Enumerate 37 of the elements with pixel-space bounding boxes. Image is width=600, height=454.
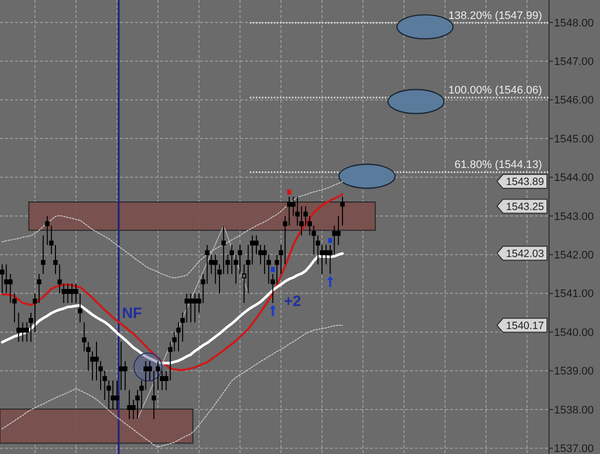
ref-line-label: 138.20% (1547.99) xyxy=(448,10,542,22)
candlestick xyxy=(118,341,124,391)
ref-line-label: 61.80% (1544.13) xyxy=(454,159,542,172)
text: 1543.89 xyxy=(506,176,544,188)
y-tick-label: 1540.00 xyxy=(554,326,594,339)
line-series xyxy=(2,181,343,278)
y-tick-label: 1537.00 xyxy=(554,443,594,454)
candlestick xyxy=(188,292,193,323)
y-tick-label: 1542.00 xyxy=(554,250,594,262)
line-series xyxy=(0,252,344,364)
y-tick-label: 1541.00 xyxy=(554,288,594,300)
candlestick xyxy=(16,312,21,342)
candlestick xyxy=(110,380,116,410)
candlestick xyxy=(70,283,74,304)
text: 1542.03 xyxy=(506,248,544,260)
line-series xyxy=(2,324,343,448)
candlestick xyxy=(340,196,345,226)
line-series xyxy=(1,193,344,372)
y-tick-label: 1543.00 xyxy=(554,210,594,223)
ref-line-label: 100.00% (1546.06) xyxy=(448,84,542,97)
candlestick xyxy=(0,264,4,294)
candlestick xyxy=(192,292,198,323)
text: 1540.17 xyxy=(506,320,544,332)
annotation: NF xyxy=(122,305,142,322)
y-tick-label: 1538.00 xyxy=(554,404,594,416)
y-tick-label: 1547.00 xyxy=(554,56,594,68)
candlestick xyxy=(66,283,70,304)
y-tick-label: 1544.00 xyxy=(554,172,594,184)
y-tick-label: 1546.00 xyxy=(554,94,594,107)
candlestick xyxy=(127,390,132,420)
candlestick xyxy=(114,380,120,410)
annotation: +2 xyxy=(284,293,302,310)
text: 1543.25 xyxy=(506,200,544,213)
y-tick-label: 1545.00 xyxy=(554,133,594,146)
candlestick xyxy=(41,234,46,275)
y-tick-label: 1539.00 xyxy=(554,366,594,378)
y-tick-label: 1548.00 xyxy=(554,17,594,30)
